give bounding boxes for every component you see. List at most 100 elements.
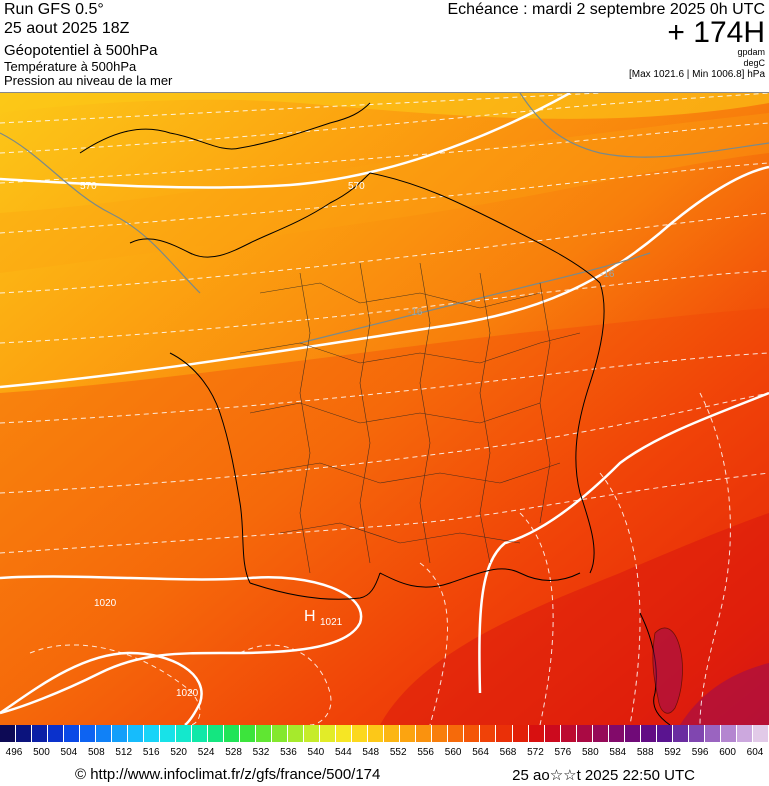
- scale-swatch: [256, 725, 273, 742]
- scale-swatch: [496, 725, 513, 742]
- contour-1020b: [0, 651, 203, 725]
- scale-swatch: [176, 725, 193, 742]
- contour-576: [0, 165, 769, 389]
- map-svg: 570 570 -16 -16 1020 1020 H 1021: [0, 93, 769, 725]
- scale-swatch: [64, 725, 81, 742]
- scale-tick-label: 588: [636, 747, 654, 758]
- scale-tick-label: 576: [554, 747, 572, 758]
- high-pressure-symbol: H: [304, 608, 316, 625]
- scale-swatch: [224, 725, 241, 742]
- label-temp-16-b: -16: [408, 307, 423, 318]
- scale-swatch: [368, 725, 385, 742]
- band-576: [0, 113, 769, 273]
- echeance: Echéance : mardi 2 septembre 2025 0h UTC: [447, 1, 766, 18]
- band-582: [0, 93, 769, 119]
- scale-swatch: [672, 725, 689, 742]
- header-right: Echéance : mardi 2 septembre 2025 0h UTC…: [448, 0, 766, 81]
- scale-swatch: [480, 725, 497, 742]
- scale-swatch: [336, 725, 353, 742]
- footer-url[interactable]: © http://www.infoclimat.fr/z/gfs/france/…: [75, 766, 381, 783]
- map-text: 570 570 -16 -16 1020 1020 H 1021: [80, 181, 615, 699]
- scale-swatch: [752, 725, 769, 742]
- scale-swatch: [432, 725, 449, 742]
- scale-tick-label: 584: [609, 747, 627, 758]
- coastlines: [79, 102, 671, 725]
- scale-swatch: [112, 725, 129, 742]
- scale-swatch: [544, 725, 561, 742]
- scale-swatch: [0, 725, 17, 742]
- contour-582: [478, 391, 769, 694]
- label-1020-a: 1020: [94, 598, 117, 609]
- scale-swatch: [384, 725, 401, 742]
- scale-tick-label: 604: [746, 747, 764, 758]
- scale-swatch: [16, 725, 33, 742]
- scale-tick-label: 516: [142, 747, 160, 758]
- scale-swatch: [240, 725, 257, 742]
- forecast-map[interactable]: 570 570 -16 -16 1020 1020 H 1021: [0, 92, 769, 726]
- scale-tick-label: 512: [115, 747, 133, 758]
- scale-swatch: [624, 725, 641, 742]
- contour-570: [0, 93, 571, 189]
- scale-tick-label: 524: [197, 747, 215, 758]
- scale-swatch: [736, 725, 753, 742]
- footer-timestamp: 25 ao☆☆t 2025 22:50 UTC: [512, 767, 695, 784]
- scale-swatch: [128, 725, 145, 742]
- scale-swatch: [160, 725, 177, 742]
- scale-swatch: [144, 725, 161, 742]
- scale-tick-label: 544: [334, 747, 352, 758]
- pressure-minmax: [Max 1021.6 | Min 1006.8] hPa: [628, 69, 765, 80]
- scale-swatch: [400, 725, 417, 742]
- scale-tick-label: 528: [225, 747, 242, 758]
- scale-swatch: [416, 725, 433, 742]
- run-date: 25 aout 2025 18Z: [4, 20, 130, 37]
- label-1020-b: 1020: [176, 688, 199, 699]
- department-borders: [239, 262, 581, 574]
- scale-swatch: [352, 725, 369, 742]
- scale-tick-label: 572: [527, 747, 544, 758]
- scale-swatch: [272, 725, 289, 742]
- scale-ticks: 496 500 504 508 512 516 520 524 528 532 536 540 544 5…: [0, 747, 769, 761]
- scale-tick-label: 596: [691, 747, 709, 758]
- scale-tick-label: 532: [252, 747, 270, 758]
- scale-tick-label: 568: [499, 747, 517, 758]
- high-pressure-value: 1021: [320, 617, 343, 628]
- scale-tick-label: 560: [444, 747, 462, 758]
- scale-swatch: [192, 725, 209, 742]
- scale-swatch: [576, 725, 593, 742]
- scale-tick-label: 600: [719, 747, 736, 758]
- scale-swatch: [464, 725, 481, 742]
- scale-swatch: [448, 725, 465, 742]
- geopotential-contours: [0, 93, 769, 725]
- scale-swatch: [208, 725, 225, 742]
- band-596: [680, 663, 769, 725]
- scale-swatch: [288, 725, 305, 742]
- forecast-hour: + 174H: [667, 16, 765, 49]
- scale-tick-label: 520: [170, 747, 187, 758]
- geopotential-field: [0, 93, 769, 725]
- field-temperature: Température à 500hPa: [4, 59, 137, 74]
- scale-tick-label: 556: [417, 747, 434, 758]
- isotherms: [0, 93, 769, 725]
- field-geopotential: Géopotentiel à 500hPa: [4, 42, 158, 59]
- isobars: [0, 93, 769, 344]
- header-left: Run GFS 0.5° 25 aout 2025 18Z Géopotenti…: [4, 0, 172, 88]
- scale-swatch: [304, 725, 321, 742]
- band-588: [0, 308, 769, 725]
- scale-tick-label: 580: [581, 747, 599, 758]
- contour-1020: [0, 575, 363, 715]
- scale-tick-label: 508: [87, 747, 105, 758]
- scale-swatch: [560, 725, 577, 742]
- label-570-b: 570: [348, 181, 365, 192]
- scale-swatch: [512, 725, 529, 742]
- scale-tick-label: 496: [5, 747, 23, 758]
- run-title: Run GFS 0.5°: [4, 1, 104, 18]
- scale-swatch: [720, 725, 737, 742]
- field-pressure: Pression au niveau de la mer: [4, 73, 173, 88]
- scale-tick-label: 564: [472, 747, 489, 758]
- scale-swatch: [48, 725, 65, 742]
- scale-swatch: [592, 725, 609, 742]
- scale-tick-label: 540: [307, 747, 325, 758]
- corsica: [652, 627, 683, 714]
- scale-swatch: [688, 725, 705, 742]
- unit-degc: degC: [743, 58, 765, 68]
